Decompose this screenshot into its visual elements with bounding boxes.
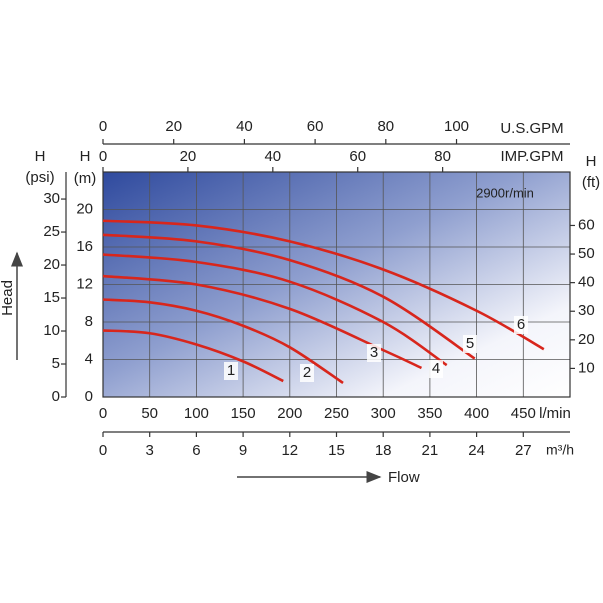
x2-tick-label: 9: [239, 442, 247, 459]
x2-tick-label: 15: [328, 442, 345, 459]
y-tick-label: 16: [76, 238, 93, 255]
y2-tick-label: 30: [578, 302, 595, 319]
x-tick-label: 450: [511, 405, 536, 422]
x2-tick-label: 60: [307, 118, 324, 135]
x-tick-label: 0: [99, 405, 107, 422]
x-tick-label: 200: [277, 405, 302, 422]
x2-axis-unit: IMP.GPM: [500, 148, 563, 165]
y2-tick-label: 20: [43, 256, 60, 273]
curve-label-bg: [429, 360, 443, 378]
x-tick-label: 300: [371, 405, 396, 422]
y2-tick-label: 20: [578, 331, 595, 348]
x2-tick-label: 100: [444, 118, 469, 135]
x-tick-label: 100: [184, 405, 209, 422]
curve-label: 1: [227, 362, 235, 379]
x2-tick-label: 80: [377, 118, 394, 135]
pump-curve: [102, 329, 284, 383]
x2-tick-label: 18: [375, 442, 392, 459]
x2-tick-label: 27: [515, 442, 532, 459]
pump-curve: [102, 233, 476, 360]
x2-tick-label: 24: [468, 442, 485, 459]
x2-tick-label: 0: [99, 442, 107, 459]
y2-tick-label: 30: [43, 190, 60, 207]
x-tick-label: 150: [231, 405, 256, 422]
curve-label: 4: [432, 360, 440, 377]
y2-axis-unit: (psi): [25, 169, 54, 186]
y2-axis-symbol: H: [35, 148, 46, 165]
x-tick-label: 250: [324, 405, 349, 422]
x-axis-label: Flow: [388, 469, 420, 486]
y2-tick-label: 10: [43, 322, 60, 339]
curve-label-bg: [224, 362, 238, 380]
y2-tick-label: 10: [578, 359, 595, 376]
pump-curve: [102, 253, 448, 367]
x-tick-label: 350: [417, 405, 442, 422]
x-axis-unit: l/min: [539, 405, 571, 422]
y-tick-label: 12: [76, 275, 93, 292]
curve-label-bg: [463, 335, 477, 353]
y-axis-label: Head: [0, 280, 16, 316]
y2-tick-label: 15: [43, 289, 60, 306]
curve-label-bg: [514, 316, 528, 334]
y-tick-label: 0: [85, 388, 93, 405]
pump-curve: [102, 219, 545, 351]
y2-tick-label: 40: [578, 274, 595, 291]
y-tick-label: 8: [85, 313, 93, 330]
y-axis-symbol: H: [80, 148, 91, 165]
x-tick-label: 50: [141, 405, 158, 422]
y2-axis-symbol: H: [586, 153, 597, 170]
pump-curve: [102, 274, 423, 370]
curve-label-bg: [300, 364, 314, 382]
x2-tick-label: 20: [165, 118, 182, 135]
x2-axis-unit: m³/h: [546, 442, 574, 458]
x2-tick-label: 60: [349, 148, 366, 165]
x2-tick-label: 80: [434, 148, 451, 165]
y2-tick-label: 0: [52, 388, 60, 405]
x2-tick-label: 21: [422, 442, 439, 459]
x2-tick-label: 6: [192, 442, 200, 459]
x2-tick-label: 40: [264, 148, 281, 165]
curve-label-bg: [367, 344, 381, 362]
y2-axis-unit: (ft): [582, 174, 600, 191]
y-axis-unit: (m): [74, 170, 97, 187]
speed-annotation: 2900r/min: [476, 185, 534, 200]
y2-tick-label: 60: [578, 216, 595, 233]
curve-label: 5: [466, 335, 474, 352]
x2-tick-label: 40: [236, 118, 253, 135]
curve-label: 2: [303, 364, 311, 381]
y-tick-label: 20: [76, 200, 93, 217]
y2-tick-label: 5: [52, 355, 60, 372]
x2-tick-label: 0: [99, 148, 107, 165]
x2-tick-label: 20: [180, 148, 197, 165]
y-tick-label: 4: [85, 350, 93, 367]
pump-curve: [102, 298, 344, 385]
x2-tick-label: 12: [281, 442, 298, 459]
x2-tick-label: 3: [146, 442, 154, 459]
x-tick-label: 400: [464, 405, 489, 422]
curve-label: 3: [370, 344, 378, 361]
x2-tick-label: 0: [99, 118, 107, 135]
y2-tick-label: 25: [43, 223, 60, 240]
curve-label: 6: [517, 316, 525, 333]
x2-axis-unit: U.S.GPM: [500, 120, 563, 137]
y2-tick-label: 50: [578, 245, 595, 262]
plot-border: [102, 171, 571, 398]
